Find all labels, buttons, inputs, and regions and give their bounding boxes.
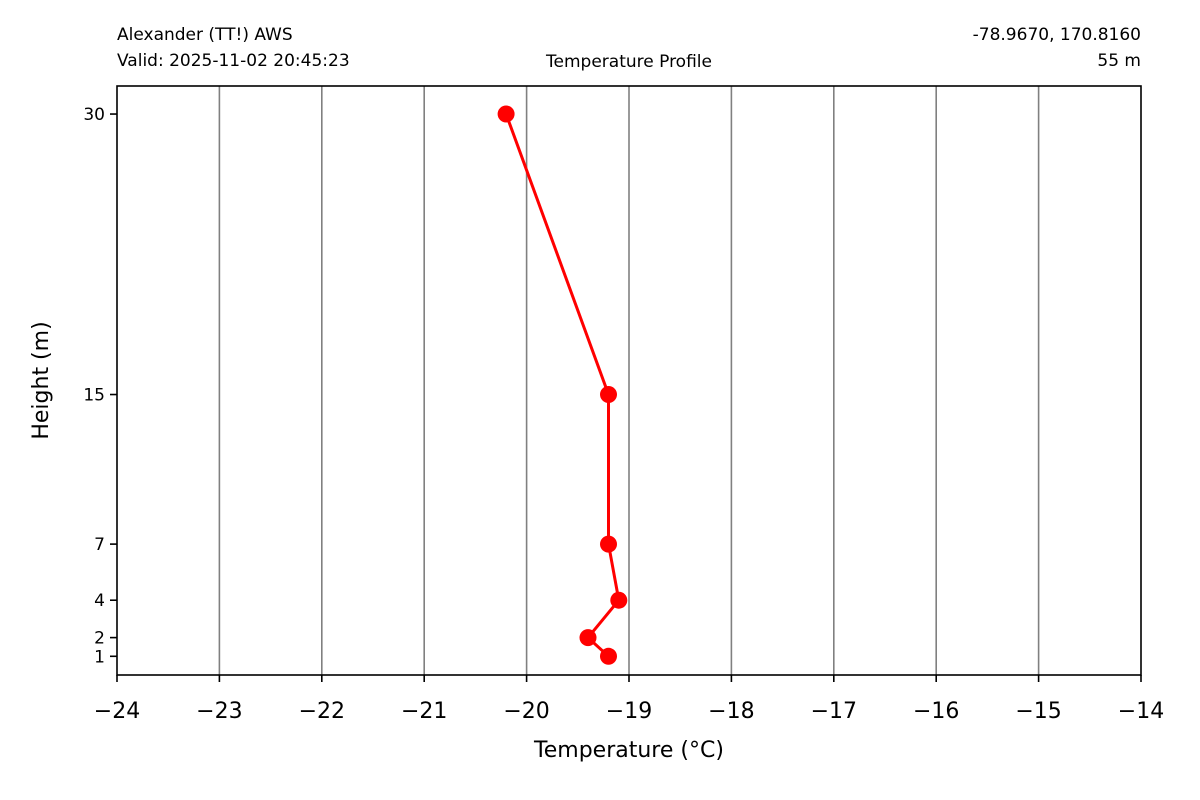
valid-time: Valid: 2025-11-02 20:45:23	[117, 51, 350, 71]
x-tick-label: −15	[1015, 699, 1061, 724]
data-point	[610, 591, 628, 609]
data-point	[600, 535, 617, 553]
x-tick-label: −17	[811, 699, 857, 724]
coordinates: -78.9670, 170.8160	[972, 25, 1141, 45]
x-tick-label: −18	[708, 699, 754, 724]
x-tick-label: −24	[94, 699, 140, 724]
x-axis-label: Temperature (°C)	[533, 738, 724, 763]
x-tick-label: −14	[1118, 699, 1164, 724]
x-tick-label: −20	[503, 699, 549, 724]
grid-lines	[218, 86, 1040, 675]
y-axis-label: Height (m)	[29, 321, 54, 439]
x-tick-label: −21	[401, 699, 447, 724]
elevation: 55 m	[1097, 51, 1141, 71]
x-tick-label: −23	[196, 699, 242, 724]
x-tick-label: −16	[913, 699, 959, 724]
station-info: Alexander (TT!) AWS Valid: 2025-11-02 20…	[117, 22, 350, 74]
x-tick-label: −22	[299, 699, 345, 724]
data-point	[497, 105, 515, 123]
y-tick-label: 2	[94, 629, 105, 649]
y-tick-label: 30	[83, 105, 105, 125]
data-point	[600, 386, 617, 403]
series-line	[504, 113, 621, 658]
x-axis-ticks: −24 −23 −22 −21 −20 −19 −18 −17 −16 −15 −14	[94, 675, 1164, 724]
station-name: Alexander (TT!) AWS	[117, 25, 293, 45]
y-tick-label: 15	[83, 386, 105, 406]
y-tick-label: 4	[94, 591, 105, 611]
data-point	[579, 629, 597, 647]
x-tick-label: −19	[606, 699, 652, 724]
y-tick-label: 1	[94, 647, 105, 667]
y-axis-ticks: 12 4 7 15 30	[83, 105, 117, 667]
data-series	[497, 105, 628, 665]
data-point	[600, 647, 617, 665]
y-tick-label: 7	[94, 535, 105, 555]
location-info: -78.9670, 170.8160 55 m	[973, 22, 1141, 74]
chart-title: Temperature Profile	[546, 52, 712, 72]
